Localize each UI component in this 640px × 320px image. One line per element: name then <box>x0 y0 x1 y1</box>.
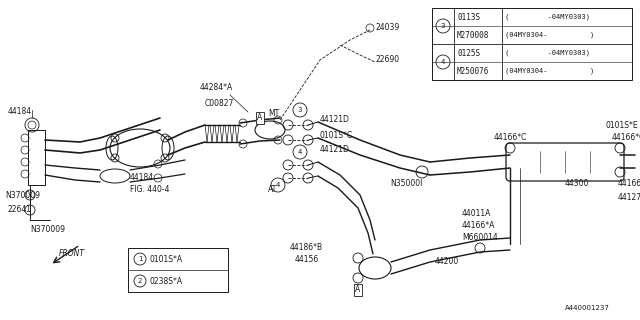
Text: 44127: 44127 <box>618 194 640 203</box>
Text: N370009: N370009 <box>30 226 65 235</box>
Text: 44200: 44200 <box>435 258 460 267</box>
Bar <box>128 248 228 292</box>
Text: 44186*B: 44186*B <box>290 244 323 252</box>
Text: M270008: M270008 <box>457 30 490 39</box>
Text: 0238S*A: 0238S*A <box>150 276 183 285</box>
Text: 0101S*E: 0101S*E <box>605 121 637 130</box>
Text: 22690: 22690 <box>376 55 400 65</box>
Text: FIG. 440-4: FIG. 440-4 <box>130 186 170 195</box>
Text: 44284*A: 44284*A <box>200 84 233 92</box>
Text: 0101S*A: 0101S*A <box>150 254 183 263</box>
Text: 44300: 44300 <box>565 179 589 188</box>
Text: 44121D: 44121D <box>320 146 350 155</box>
Text: M660014: M660014 <box>462 233 498 242</box>
Text: 0113S: 0113S <box>457 12 480 21</box>
Text: 4: 4 <box>298 149 302 155</box>
Text: 3: 3 <box>298 107 302 113</box>
Text: 24039: 24039 <box>375 23 399 33</box>
Text: 4: 4 <box>276 182 280 188</box>
Text: A: A <box>355 285 360 294</box>
Text: MT: MT <box>268 108 279 117</box>
Text: 3: 3 <box>441 23 445 29</box>
Text: 44011A: 44011A <box>462 209 492 218</box>
Text: (         -04MY0303): ( -04MY0303) <box>505 14 590 20</box>
Text: 44166*C: 44166*C <box>618 179 640 188</box>
Text: 44166*C: 44166*C <box>612 133 640 142</box>
Text: 44166*A: 44166*A <box>462 220 495 229</box>
Text: (04MY0304-          ): (04MY0304- ) <box>505 32 595 38</box>
Text: FRONT: FRONT <box>59 249 85 258</box>
Text: (04MY0304-          ): (04MY0304- ) <box>505 68 595 74</box>
Text: 4: 4 <box>441 59 445 65</box>
Text: 44184: 44184 <box>8 108 32 116</box>
Text: (         -04MY0303): ( -04MY0303) <box>505 50 590 56</box>
Text: 44166*C: 44166*C <box>493 133 527 142</box>
Bar <box>432 8 632 80</box>
Text: 1: 1 <box>138 256 142 262</box>
Text: 44121D: 44121D <box>320 116 350 124</box>
Text: A: A <box>257 114 262 123</box>
Text: N370009: N370009 <box>5 190 40 199</box>
Text: AT: AT <box>268 186 277 195</box>
Text: N35000I: N35000I <box>390 179 422 188</box>
Text: 0125S: 0125S <box>457 49 480 58</box>
Text: 44184: 44184 <box>130 173 154 182</box>
Text: 0101S*C: 0101S*C <box>320 131 353 140</box>
Text: 2: 2 <box>138 278 142 284</box>
Text: C00827: C00827 <box>205 99 234 108</box>
Text: A440001237: A440001237 <box>565 305 610 311</box>
Text: M250076: M250076 <box>457 67 490 76</box>
Text: 44156: 44156 <box>295 255 319 265</box>
Text: 22641: 22641 <box>8 205 32 214</box>
